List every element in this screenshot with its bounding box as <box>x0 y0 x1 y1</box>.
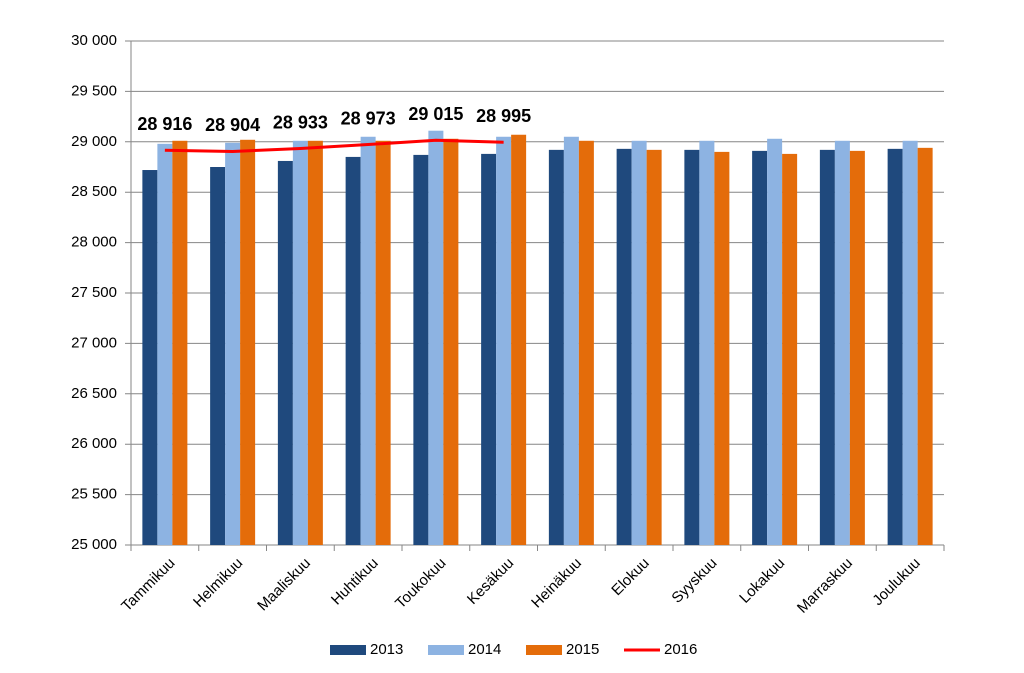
legend-label: 2013 <box>370 641 403 658</box>
bar <box>819 149 835 545</box>
bar <box>917 147 933 545</box>
bar <box>563 136 579 545</box>
y-tick-label: 25 000 <box>71 536 117 553</box>
x-tick-label: Huhtikuu <box>328 555 382 609</box>
bar <box>902 140 918 546</box>
bar <box>699 140 715 546</box>
data-label: 28 933 <box>273 112 328 132</box>
x-tick-label: Maaliskuu <box>254 555 314 615</box>
bar <box>428 130 444 545</box>
bar <box>240 139 256 545</box>
x-tick-label: Syyskuu <box>668 555 720 607</box>
line <box>164 138 504 153</box>
x-tick-label: Marraskuu <box>794 555 856 617</box>
bar <box>481 153 497 545</box>
y-tick-label: 29 500 <box>71 82 117 99</box>
legend-label: 2015 <box>566 641 599 658</box>
bar <box>616 148 632 545</box>
bar <box>646 149 662 545</box>
bar <box>834 140 850 546</box>
bar <box>443 138 459 545</box>
legend-label: 2014 <box>468 641 501 658</box>
bar <box>849 150 865 545</box>
legend-swatch <box>526 645 562 655</box>
bar <box>782 153 798 545</box>
bar <box>142 170 158 546</box>
data-label: 28 904 <box>205 115 260 135</box>
bar <box>767 138 783 545</box>
bar <box>345 156 361 546</box>
bar <box>225 142 241 546</box>
y-tick-label: 29 000 <box>71 133 117 150</box>
bar <box>307 140 323 546</box>
y-tick-label: 27 500 <box>71 284 117 301</box>
x-tick-label: Joulukuu <box>869 555 923 609</box>
legend-swatch <box>428 645 464 655</box>
data-label: 28 973 <box>341 108 396 128</box>
x-tick-label: Elokuu <box>608 555 652 599</box>
x-tick-label: Tammikuu <box>118 555 178 615</box>
bar <box>752 150 768 545</box>
bar <box>157 143 173 546</box>
bar <box>578 140 594 546</box>
y-tick-label: 28 500 <box>71 183 117 200</box>
legend-swatch <box>330 645 366 655</box>
bar <box>172 140 188 546</box>
x-tick-label: Helmikuu <box>190 555 246 611</box>
x-tick-label: Lokakuu <box>736 555 788 607</box>
legend-label: 2016 <box>664 641 697 658</box>
y-tick-label: 30 000 <box>71 32 117 49</box>
y-tick-label: 26 000 <box>71 435 117 452</box>
bar <box>548 149 564 545</box>
y-tick-label: 25 500 <box>71 486 117 503</box>
x-tick-label: Kesäkuu <box>464 555 517 608</box>
bar <box>277 160 293 545</box>
bar <box>631 140 647 546</box>
x-tick-label: Heinäkuu <box>528 555 585 612</box>
bar <box>375 140 391 546</box>
bar <box>887 148 903 545</box>
bar <box>511 134 527 545</box>
y-tick-label: 26 500 <box>71 385 117 402</box>
y-tick-label: 28 000 <box>71 234 117 251</box>
data-label: 28 995 <box>476 106 531 126</box>
bar <box>684 149 700 545</box>
data-label: 28 916 <box>137 114 192 134</box>
bar <box>210 167 226 545</box>
bar <box>292 140 308 546</box>
data-label: 29 015 <box>408 104 463 124</box>
bar <box>496 136 512 545</box>
bar <box>714 151 730 545</box>
bar <box>413 154 429 546</box>
y-tick-label: 27 000 <box>71 334 117 351</box>
bar <box>360 136 376 545</box>
x-tick-label: Toukokuu <box>392 555 449 612</box>
